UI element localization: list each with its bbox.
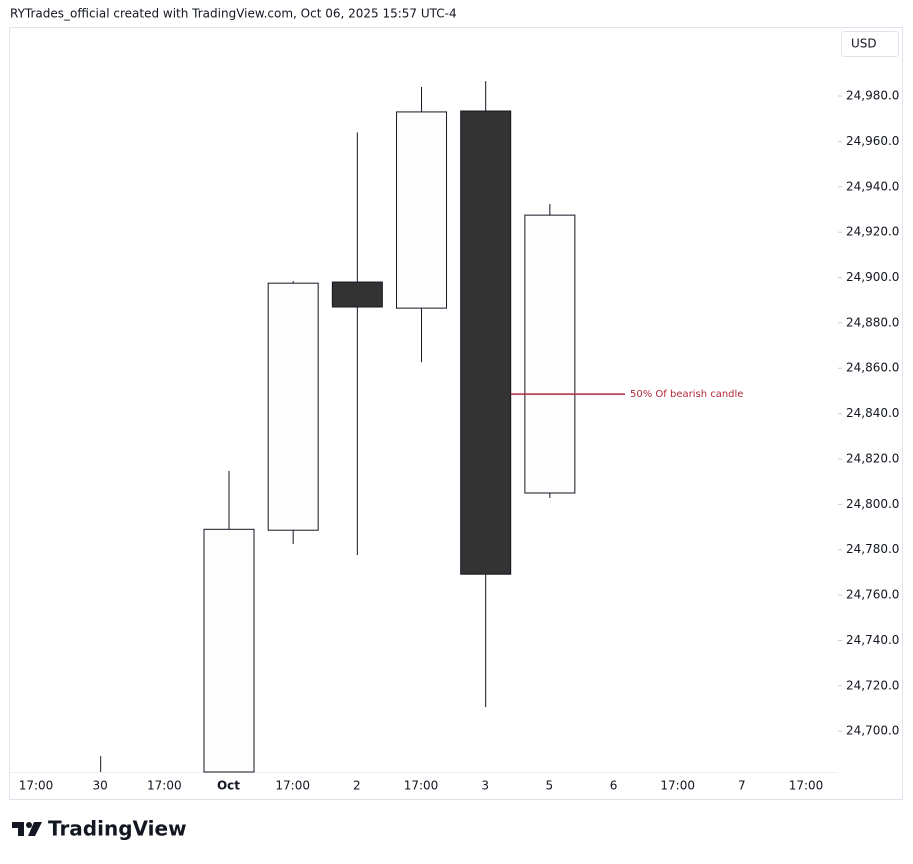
y-tick-label: 24,800.0 xyxy=(846,497,899,511)
currency-label: USD xyxy=(851,37,877,51)
chart-frame xyxy=(9,27,903,800)
footer-logo-text: TradingView xyxy=(48,817,187,841)
x-tick-label: 17:00 xyxy=(660,779,695,793)
tradingview-logo: TradingView xyxy=(12,817,187,841)
y-tick-label: 24,860.0 xyxy=(846,361,899,375)
y-tick-label: 24,980.0 xyxy=(846,89,899,103)
y-tick-label: 24,720.0 xyxy=(846,678,899,692)
x-tick-label: 2 xyxy=(353,779,361,793)
candle-body xyxy=(524,214,576,494)
x-tick-label: Oct xyxy=(217,779,240,793)
candle-body xyxy=(396,111,448,309)
x-tick-label: 17:00 xyxy=(275,779,310,793)
y-tick-label: 24,760.0 xyxy=(846,588,899,602)
x-tick-label: 6 xyxy=(610,779,618,793)
x-tick-label: 30 xyxy=(93,779,108,793)
x-tick-label: 5 xyxy=(546,779,554,793)
y-tick-label: 24,920.0 xyxy=(846,225,899,239)
candle-body xyxy=(460,110,512,575)
annotation-label: 50% Of bearish candle xyxy=(630,389,743,400)
y-tick-label: 24,840.0 xyxy=(846,406,899,420)
candle-body xyxy=(203,528,255,773)
candle-body xyxy=(331,281,383,308)
x-tick-label: 7 xyxy=(738,779,746,793)
x-tick-label: 3 xyxy=(481,779,489,793)
y-tick-label: 24,820.0 xyxy=(846,451,899,465)
y-tick-label: 24,960.0 xyxy=(846,134,899,148)
y-tick-label: 24,740.0 xyxy=(846,633,899,647)
y-tick-label: 24,700.0 xyxy=(846,724,899,738)
x-tick-label: 17:00 xyxy=(404,779,439,793)
candle-body xyxy=(267,282,319,531)
x-tick-label: 17:00 xyxy=(19,779,54,793)
currency-box[interactable] xyxy=(841,31,899,57)
y-tick-label: 24,940.0 xyxy=(846,179,899,193)
x-tick-label: 17:00 xyxy=(789,779,824,793)
header: RYTrades_official created with TradingVi… xyxy=(10,7,457,21)
x-tick-label: 17:00 xyxy=(147,779,182,793)
y-tick-label: 24,780.0 xyxy=(846,542,899,556)
y-tick-label: 24,880.0 xyxy=(846,315,899,329)
y-tick-label: 24,900.0 xyxy=(846,270,899,284)
